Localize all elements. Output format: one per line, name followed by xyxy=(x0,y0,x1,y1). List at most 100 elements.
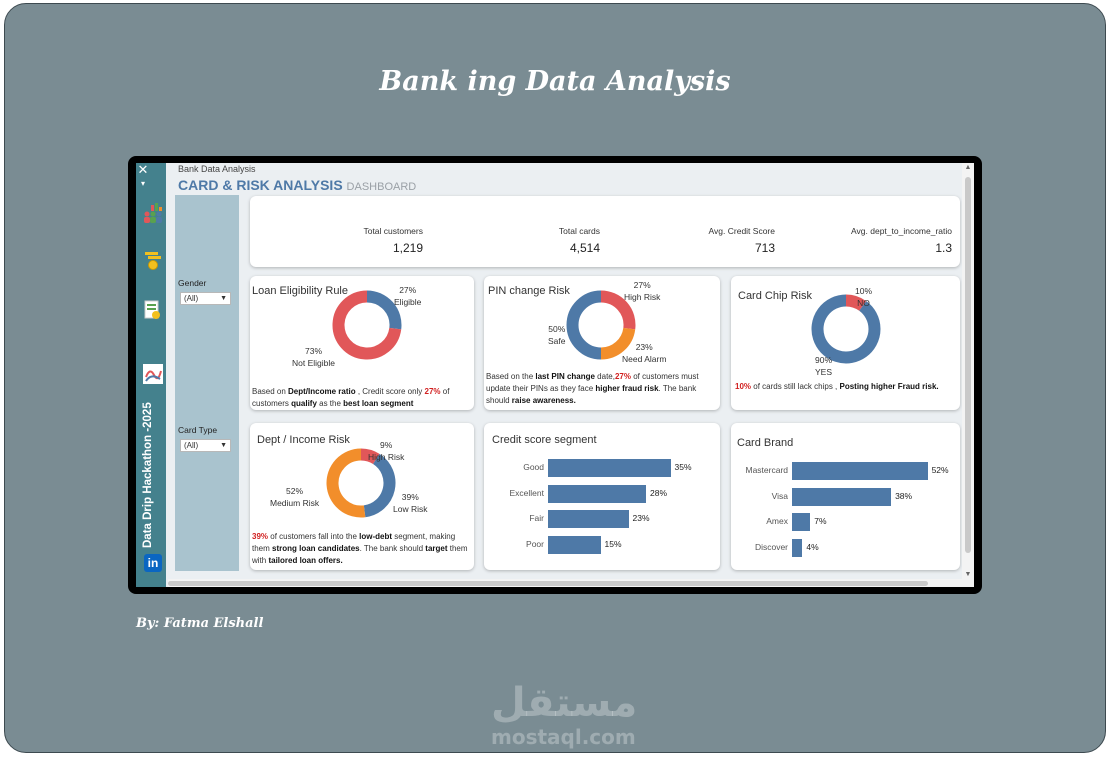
chevron-down-icon[interactable]: ▾ xyxy=(140,179,145,188)
pin-change-card: PIN change Risk 27% High Risk 50% Safe 2… xyxy=(484,276,720,410)
chip-yes-pct: 90% xyxy=(815,355,833,365)
scroll-down-icon[interactable]: ▼ xyxy=(964,571,972,578)
donut-slice-no xyxy=(845,294,867,311)
pin-high-pct: 27% xyxy=(633,280,651,290)
bar-fair xyxy=(548,510,629,528)
loan-eligible-pct: 27% xyxy=(399,285,417,295)
horizontal-scrollbar[interactable] xyxy=(168,579,962,587)
bar-category-label: Poor xyxy=(526,538,544,549)
donut-slice-high-risk xyxy=(360,448,380,465)
pin-alarm-text: Need Alarm xyxy=(622,354,667,364)
loan-not-eligible-text: Not Eligible xyxy=(292,358,335,368)
dti-low-text: Low Risk xyxy=(393,504,428,514)
gender-filter-value: (All) xyxy=(184,294,199,303)
note-text: of cards still lack chips , xyxy=(751,382,840,391)
bar-value-label: 4% xyxy=(806,541,819,552)
pin-high-risk-label: 27% High Risk xyxy=(624,279,660,303)
watermark-arabic: مستقل xyxy=(491,680,638,726)
card-type-filter-label: Card Type xyxy=(178,425,218,435)
kpi-label: Total customers xyxy=(363,226,423,236)
slide-title: Bank ing Data Analysis xyxy=(379,66,731,97)
scrollbar-thumb[interactable] xyxy=(168,581,928,586)
bar-category-label: Excellent xyxy=(509,487,545,498)
kpi-label: Total cards xyxy=(558,226,600,236)
pin-safe-pct: 50% xyxy=(548,324,566,334)
report-icon[interactable] xyxy=(142,299,164,321)
bar-amex xyxy=(792,513,811,531)
donut-slice-medium-risk xyxy=(326,448,366,518)
bar-mastercard xyxy=(792,462,928,480)
card-type-filter-select[interactable]: (All) ▼ xyxy=(180,439,231,452)
loan-insight-note: Based on Dept/Income ratio , Credit scor… xyxy=(252,386,470,410)
note-text: target xyxy=(425,544,448,553)
note-text: them with xyxy=(252,544,468,565)
dti-high-label: 9% High Risk xyxy=(368,439,404,463)
pin-alarm-pct: 23% xyxy=(635,342,653,352)
bar-visa xyxy=(792,487,892,506)
chip-yes-text: YES xyxy=(815,367,833,377)
bar-value-label: 28% xyxy=(650,487,668,498)
kpi-value: 4,514 xyxy=(569,241,600,255)
gender-filter-select[interactable]: (All) ▼ xyxy=(180,292,231,305)
donut-slice-need-alarm xyxy=(600,327,636,360)
dti-high-text: High Risk xyxy=(368,452,405,462)
bar-discover xyxy=(792,538,803,557)
filter-panel: Gender (All) ▼ Card Type (All) ▼ xyxy=(175,195,239,571)
card-type-filter-value: (All) xyxy=(184,441,199,450)
note-highlight: 10% xyxy=(735,382,752,391)
linkedin-icon[interactable]: in xyxy=(144,554,162,572)
bar-value-label: 35% xyxy=(674,462,692,472)
donut-slice-low-risk xyxy=(363,453,396,518)
brand-card-title: Card Brand xyxy=(737,437,794,449)
chip-yes-label: 90% YES xyxy=(815,354,832,378)
donut-slice-not-eligible xyxy=(332,290,402,360)
note-text: . The bank should xyxy=(359,544,426,553)
note-highlight: 39% xyxy=(252,532,269,541)
chip-no-text: NO xyxy=(857,298,870,308)
loan-card-title: Loan Eligibility Rule xyxy=(252,285,348,297)
close-icon[interactable]: ✕ xyxy=(137,163,149,177)
author-byline: By: Fatma Elshall xyxy=(136,616,264,631)
dti-low-label: 39% Low Risk xyxy=(393,491,427,515)
watermark-latin: mostaql.com xyxy=(491,725,636,749)
loan-eligible-label: 27% Eligible xyxy=(394,284,421,308)
breadcrumb: Bank Data Analysis xyxy=(178,164,256,174)
vertical-scrollbar[interactable]: ▲ ▼ xyxy=(962,163,974,587)
bar-category-label: Discover xyxy=(754,541,788,552)
dti-medium-pct: 52% xyxy=(286,486,304,496)
scrollbar-thumb[interactable] xyxy=(965,177,971,553)
note-text: Based on xyxy=(252,387,289,396)
card-brand-card: Card Brand Mastercard 52% Visa 38% Amex 7% Dis… xyxy=(731,423,960,570)
scroll-up-icon[interactable]: ▲ xyxy=(964,164,972,171)
pin-alarm-label: 23% Need Alarm xyxy=(622,341,666,365)
chevron-down-icon: ▼ xyxy=(220,295,227,302)
note-text: date, xyxy=(594,372,615,381)
dti-high-pct: 9% xyxy=(380,440,393,450)
note-text: of customers fall into the xyxy=(268,532,360,541)
note-text: qualify xyxy=(291,399,317,408)
coins-icon[interactable] xyxy=(142,249,164,271)
note-text: Based on the xyxy=(486,372,536,381)
dti-low-pct: 39% xyxy=(401,492,419,502)
note-highlight: 27% xyxy=(614,372,631,381)
page-subtitle: DASHBOARD xyxy=(346,181,417,193)
bar-excellent xyxy=(548,484,646,503)
bar-value-label: 7% xyxy=(814,516,827,526)
note-text: of customers must update their PINs as t… xyxy=(486,372,699,393)
pin-high-text: High Risk xyxy=(624,292,661,302)
bar-value-label: 52% xyxy=(931,465,949,475)
chevron-down-icon: ▼ xyxy=(220,442,227,449)
note-text: segment, making them xyxy=(252,532,456,553)
note-text: as the xyxy=(316,399,344,408)
brand-logo-icon xyxy=(143,364,163,384)
card-chip-card: Card Chip Risk 10% NO 90% YES 10% of car… xyxy=(731,276,960,410)
dti-insight-note: 39% of customers fall into the low-debt … xyxy=(252,531,470,567)
dti-card-title: Dept / Income Risk xyxy=(257,434,350,446)
donut-slice-eligible xyxy=(366,290,402,330)
loan-not-eligible-pct: 73% xyxy=(304,346,322,356)
donut-slice-safe xyxy=(566,290,602,360)
bar-category-label: Fair xyxy=(529,513,544,523)
people-chart-icon[interactable] xyxy=(142,202,164,224)
note-text: strong loan candidates xyxy=(272,544,360,553)
donut-slice-yes xyxy=(811,294,881,364)
